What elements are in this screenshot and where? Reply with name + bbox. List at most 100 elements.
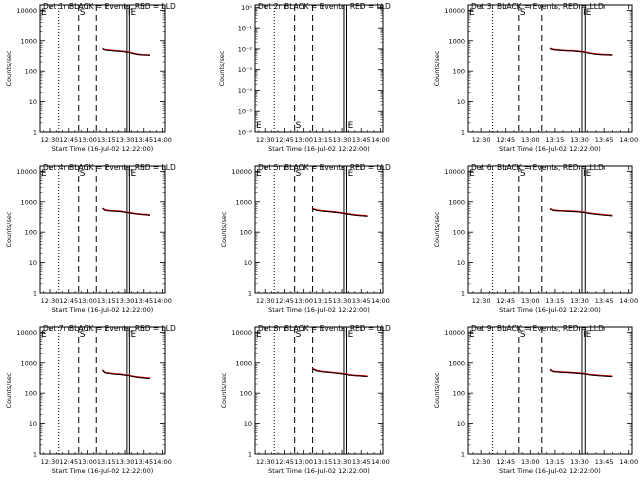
marker-label: E <box>41 330 47 340</box>
plot-frame <box>39 326 166 455</box>
x-tick-label: 13:45 <box>352 136 371 144</box>
x-tick-label: 13:15 <box>97 458 116 466</box>
x-tick-label: 14:00 <box>619 136 638 144</box>
x-tick-label: 12:30 <box>41 297 60 305</box>
y-tick-label: 10 <box>29 98 37 106</box>
marker-label: E <box>256 330 262 340</box>
x-tick-label: 12:45 <box>59 297 78 305</box>
marker-label: IE <box>128 8 137 18</box>
detector-panel-7: 12:30 12:45 13:00 13:15 13:30 13:45 14:00 1 10 10… <box>5 324 176 475</box>
marker-label: S <box>296 330 302 340</box>
marker-label: S <box>296 121 302 131</box>
x-tick-label: 12:45 <box>275 136 294 144</box>
y-tick-label: 1000 <box>235 198 252 206</box>
x-tick-label: 14:00 <box>371 136 390 144</box>
x-tick-label: 13:15 <box>97 297 116 305</box>
y-tick-label: 100 <box>453 390 465 398</box>
panel-title: Det 5r BLACK = Events, RED = LLD <box>258 163 391 172</box>
y-axis-label: Counts/sec <box>218 50 226 86</box>
x-tick-label: 12:30 <box>472 458 491 466</box>
y-tick-label: 1 <box>33 451 37 459</box>
x-tick-label: 12:30 <box>41 458 60 466</box>
x-tick-label: 14:00 <box>371 458 390 466</box>
x-tick-label: 14:00 <box>371 297 390 305</box>
x-tick-label: 13:00 <box>521 297 540 305</box>
y-tick-label: 10⁻³ <box>238 66 253 74</box>
events-series-line <box>102 48 151 56</box>
x-tick-label: 12:30 <box>256 297 275 305</box>
x-axis-label: Start Time (16-Jul-02 12:22:00) <box>268 145 370 153</box>
y-tick-label: 10 <box>244 420 252 428</box>
y-tick-label: 10⁻⁵ <box>238 108 253 116</box>
marker-label: E <box>469 330 475 340</box>
x-tick-label: 14:00 <box>619 297 638 305</box>
marker-label: E <box>256 121 262 131</box>
x-tick-label: 13:45 <box>595 458 614 466</box>
y-tick-label: 100 <box>25 390 37 398</box>
y-tick-label: 1 <box>33 290 37 298</box>
x-axis-label: Start Time (16-Jul-02 12:22:00) <box>52 306 154 314</box>
panel-title: Det 1r BLACK = Events, RED = LLD <box>43 2 176 11</box>
marker-label: IE <box>583 330 592 340</box>
events-series-line <box>549 48 613 56</box>
panel-title: Det 8r BLACK = Events, RED = LLD <box>258 324 391 333</box>
x-tick-label: 12:30 <box>472 297 491 305</box>
x-tick-label: 13:15 <box>97 136 116 144</box>
marker-label: E <box>256 169 262 179</box>
detector-panel-1: 12:30 12:45 13:00 13:15 13:30 13:45 14:00 1 10 10… <box>5 2 176 153</box>
x-tick-label: 13:15 <box>546 136 565 144</box>
detector-panel-2: 12:30 12:45 13:00 13:15 13:30 13:45 14:00 10⁻⁶ 1… <box>218 2 391 153</box>
x-axis-label: Start Time (16-Jul-02 12:22:00) <box>268 467 370 475</box>
marker-label: E <box>41 8 47 18</box>
x-tick-label: 13:30 <box>570 136 589 144</box>
panel-title: Det 9r BLACK = Events, RED = LLD <box>471 324 604 333</box>
y-axis-label: Counts/sec <box>433 50 441 86</box>
panel-title: Det 6r BLACK = Events, RED = LLD <box>471 163 604 172</box>
x-tick-label: 14:00 <box>153 297 172 305</box>
marker-label: IE <box>345 169 354 179</box>
x-tick-label: 13:30 <box>333 136 352 144</box>
y-tick-label: 1000 <box>448 198 465 206</box>
marker-label: IE <box>345 330 354 340</box>
x-tick-label: 13:30 <box>116 136 135 144</box>
marker-label: S <box>520 8 526 18</box>
x-tick-label: 13:15 <box>313 458 332 466</box>
y-axis-label: Counts/sec <box>220 211 228 247</box>
y-tick-label: 10000 <box>16 329 37 337</box>
x-tick-label: 12:45 <box>496 136 515 144</box>
x-tick-label: 13:30 <box>570 297 589 305</box>
y-tick-label: 10 <box>29 259 37 267</box>
x-tick-label: 14:00 <box>619 458 638 466</box>
x-tick-label: 12:45 <box>275 458 294 466</box>
marker-label: S <box>80 8 86 18</box>
y-tick-label: 1 <box>248 290 252 298</box>
plot-frame <box>467 326 633 455</box>
x-axis-label: Start Time (16-Jul-02 12:22:00) <box>499 467 601 475</box>
y-tick-label: 1 <box>461 290 465 298</box>
y-axis-label: Counts/sec <box>5 372 13 408</box>
x-tick-label: 13:00 <box>521 458 540 466</box>
plot-frame <box>39 4 166 133</box>
x-tick-label: 13:45 <box>595 136 614 144</box>
events-series-line <box>312 368 368 378</box>
x-tick-label: 13:00 <box>78 136 97 144</box>
y-tick-label: 1000 <box>20 359 37 367</box>
plot-frame <box>467 165 633 294</box>
plot-frame <box>254 4 384 133</box>
x-tick-label: 12:45 <box>275 297 294 305</box>
x-tick-label: 13:00 <box>294 458 313 466</box>
y-tick-label: 1000 <box>20 198 37 206</box>
y-tick-label: 100 <box>25 68 37 76</box>
y-tick-label: 100 <box>453 68 465 76</box>
marker-label: S <box>80 330 86 340</box>
y-tick-label: 10⁻¹ <box>238 25 253 33</box>
events-series-line <box>102 370 151 380</box>
y-tick-label: 1000 <box>20 37 37 45</box>
x-tick-label: 13:30 <box>333 458 352 466</box>
y-tick-label: 10 <box>457 98 465 106</box>
detector-panel-8: 12:30 12:45 13:00 13:15 13:30 13:45 14:00 1 10 10… <box>220 324 391 475</box>
plot-frame <box>254 326 384 455</box>
y-tick-label: 10000 <box>16 7 37 15</box>
